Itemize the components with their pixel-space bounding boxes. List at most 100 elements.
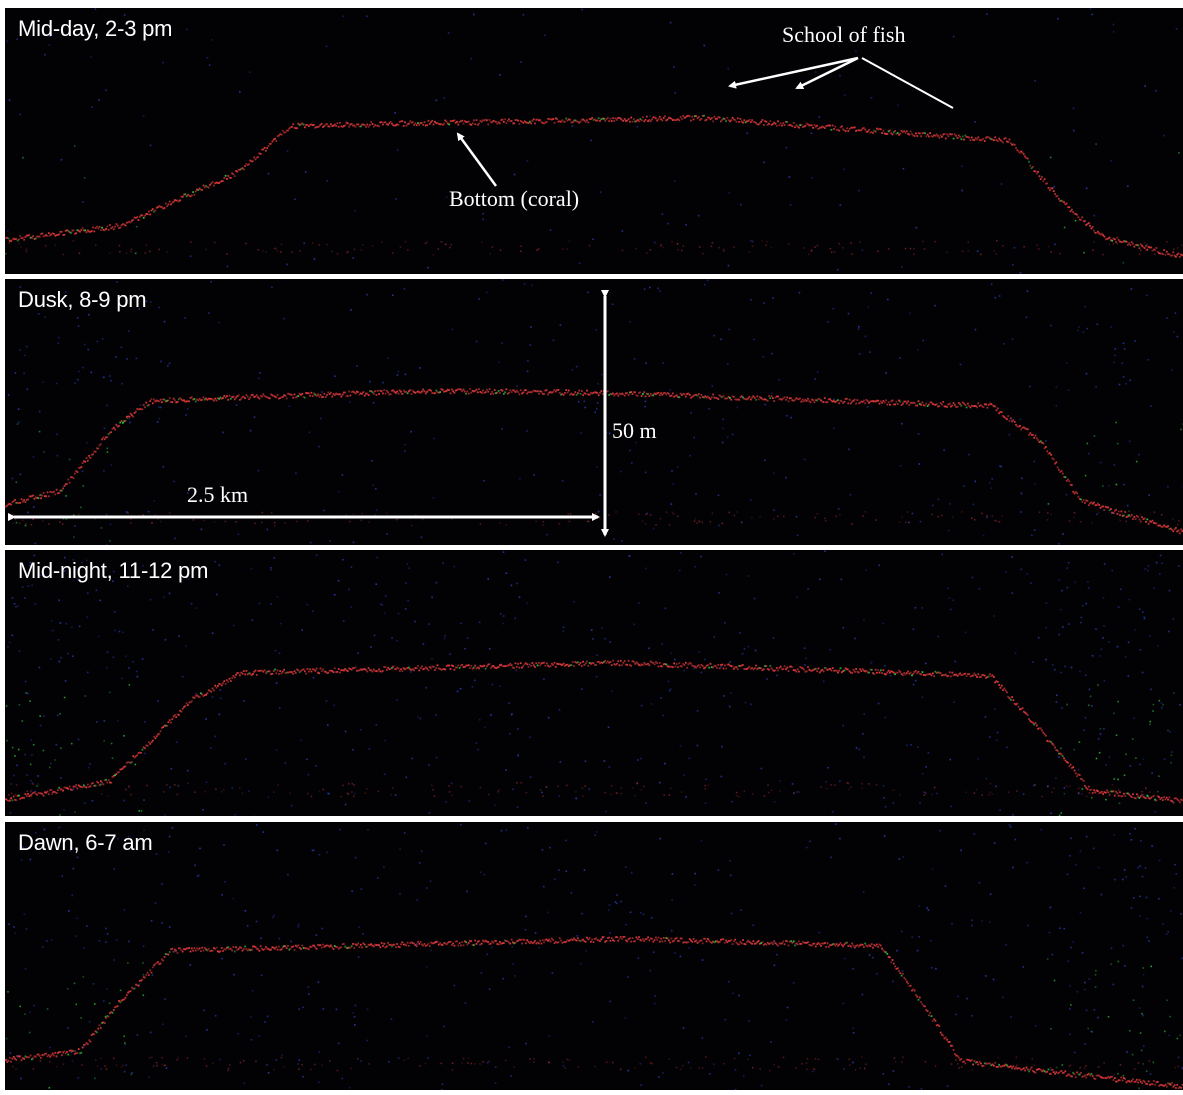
seabed-speck [1074,772,1077,775]
echo-speck [820,786,822,788]
seabed-speck [500,389,503,391]
echo-speck [621,249,624,252]
seabed-speck [930,674,933,677]
seabed-speck [791,399,794,402]
echo-speck [404,373,407,376]
seabed-speck [380,670,383,673]
seabed-speck [1007,141,1010,143]
seabed-speck [933,403,935,406]
echo-speck [548,1035,551,1037]
seabed-speck [840,400,843,403]
echo-speck [1060,747,1062,750]
echo-speck [999,809,1001,811]
seabed-speck [162,207,165,210]
echo-speck [1178,152,1180,154]
seabed-speck [278,397,280,400]
echo-speck [1128,510,1130,512]
seabed-speck [1084,784,1086,787]
seabed-speck [86,783,89,786]
echo-speck [1074,863,1077,866]
echo-speck [1058,814,1061,816]
echo-speck [931,513,933,516]
seabed-speck [549,118,552,121]
echo-speck [919,802,921,804]
seabed-speck [358,669,361,672]
echo-speck [834,784,836,786]
seabed-speck [488,388,491,391]
seabed-speck [205,397,207,400]
seabed-speck [92,782,94,784]
seabed-speck [1069,483,1072,486]
echo-speck [31,754,33,756]
seabed-speck [86,459,89,462]
echo-speck [121,677,123,680]
echo-speck [142,514,144,516]
echo-speck [677,248,679,251]
echo-speck [989,893,992,896]
seabed-speck [1178,801,1181,804]
seabed-speck [621,664,623,666]
seabed-speck [1059,752,1062,755]
echo-speck [1023,246,1025,248]
seabed-speck [505,122,508,124]
seabed-speck [1173,797,1176,800]
seabed-speck [1012,419,1015,421]
echo-speck [525,1042,527,1045]
seabed-speck [707,395,709,398]
seabed-speck [830,399,833,402]
seabed-speck [131,761,133,763]
seabed-speck [937,135,939,137]
echo-speck [99,599,102,602]
echo-speck [331,515,333,518]
echo-speck [396,149,399,151]
echo-speck [629,911,632,914]
echo-speck [580,432,582,434]
echo-speck [862,515,864,517]
seabed-speck [443,668,445,670]
seabed-speck [314,393,317,396]
seabed-speck [1171,528,1173,531]
seabed-speck [294,396,297,399]
seabed-speck [480,391,483,394]
seabed-speck [400,668,402,671]
seabed-speck [408,666,410,669]
echo-speck [539,789,542,791]
echo-speck [32,518,34,520]
seabed-speck [710,666,713,669]
seabed-speck [401,120,404,123]
seabed-speck [1089,224,1091,227]
seabed-speck [298,392,301,395]
echo-speck [13,926,15,928]
seabed-speck [1065,479,1068,482]
seabed-speck [266,147,269,149]
seabed-speck [422,668,425,671]
seabed-speck [545,389,548,391]
echo-speck [1130,907,1133,909]
seabed-speck [1169,799,1172,802]
seabed-speck [731,665,734,668]
echo-speck [64,291,67,293]
echo-speck [103,469,105,472]
echo-speck [6,739,8,742]
seabed-speck [46,790,49,793]
seabed-speck [332,671,335,673]
seabed-speck [106,436,109,439]
seabed-speck [647,663,649,665]
echo-speck [659,781,661,784]
echo-speck [135,670,138,673]
echo-speck [426,241,428,243]
echo-speck [1091,796,1093,799]
echo-speck [1067,960,1070,962]
seabed-speck [253,396,256,398]
seabed-speck [922,131,925,134]
seabed-speck [462,666,465,668]
seabed-speck [558,392,561,394]
seabed-speck [527,391,530,394]
seabed-speck [963,402,965,405]
echo-speck [549,229,552,231]
seabed-speck [24,236,27,238]
seabed-speck [324,123,327,126]
echo-speck [750,499,752,501]
echo-speck [513,173,516,176]
echo-speck [65,495,67,497]
